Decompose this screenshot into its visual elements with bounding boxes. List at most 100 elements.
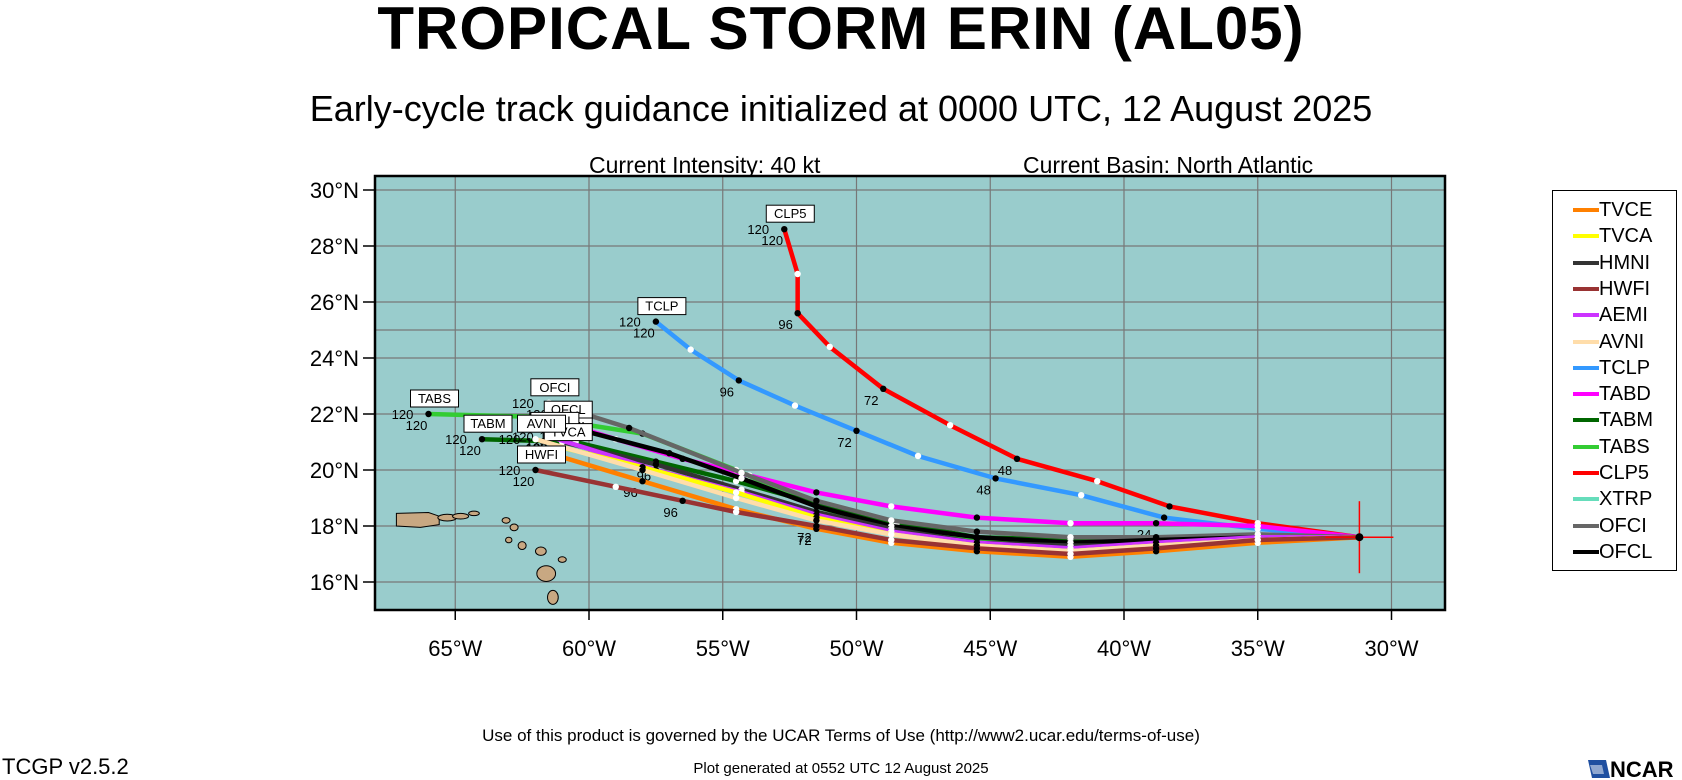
forecast-point <box>813 522 820 530</box>
storm-center-dot <box>1355 533 1364 542</box>
legend-item-clp5: CLP5 <box>1553 460 1678 486</box>
track-end-label: HWFI <box>525 447 558 462</box>
track-end-label: OFCI <box>539 380 570 395</box>
storm-position-marker <box>1325 501 1394 574</box>
caribbean-island <box>501 517 511 524</box>
longitude-axis-labels: 65°W 60°W 55°W 50°W 45°W 40°W 35°W 30°W <box>428 610 1419 661</box>
caribbean-island <box>468 510 480 517</box>
track-end-label: CLP5 <box>774 206 807 221</box>
legend-swatch <box>1573 339 1599 344</box>
latitude-tick-label: 30°N <box>310 178 359 203</box>
legend-swatch <box>1573 286 1599 291</box>
forecast-point <box>914 452 922 460</box>
track-end-hour: 120 <box>747 222 769 237</box>
forecast-point <box>853 427 860 434</box>
current-intensity: Current Intensity: 40 kt <box>589 152 821 178</box>
track-end-hour: 120 <box>512 429 534 444</box>
track-end-label-box <box>517 445 566 464</box>
forecast-hour-label: 120 <box>513 474 535 489</box>
legend-label: TABD <box>1599 383 1651 406</box>
forecast-point <box>735 377 742 384</box>
forecast-point <box>781 226 788 233</box>
forecast-hour-label: 48 <box>998 463 1012 478</box>
track-clp5: 48 72 96 120 CLP5 120 <box>747 204 1362 540</box>
track-end-hour: 120 <box>499 432 521 447</box>
forecast-point <box>687 346 694 353</box>
longitude-tick-label: 65°W <box>428 636 482 661</box>
ncar-logo-text: NCAR <box>1610 757 1674 780</box>
forecast-hour-label: 120 <box>761 233 783 248</box>
legend-swatch <box>1573 523 1599 528</box>
forecast-hour-label: 72 <box>864 393 878 408</box>
track-end-hour: 120 <box>512 396 534 411</box>
forecast-point <box>973 528 981 535</box>
legend-swatch <box>1573 418 1599 423</box>
legend-swatch <box>1573 208 1599 212</box>
legend-item-aemi: AEMI <box>1553 302 1678 328</box>
forecast-point <box>888 517 895 524</box>
legend-label: TVCE <box>1599 199 1653 221</box>
legend-label: TCLP <box>1599 356 1651 379</box>
legend-swatch <box>1573 365 1599 370</box>
latitude-tick-label: 20°N <box>310 458 359 483</box>
forecast-point <box>1166 503 1173 510</box>
longitude-tick-label: 30°W <box>1364 636 1418 661</box>
model-tracks: 487296120CLP5120487296120TCLP12024120TAB… <box>392 204 1362 560</box>
forecast-point <box>639 478 646 485</box>
legend-label: HWFI <box>1599 277 1651 300</box>
legend-item-tvce: TVCE <box>1553 197 1678 223</box>
forecast-point <box>732 494 740 502</box>
forecast-point <box>532 466 539 474</box>
current-basin: Current Basin: North Atlantic <box>1023 152 1314 178</box>
forecast-hour-label: 72 <box>797 530 811 545</box>
track-end-label-box <box>517 414 566 433</box>
forecast-point <box>888 503 895 510</box>
legend-item-hwfi: HWFI <box>1553 276 1678 302</box>
legend-label: TABM <box>1599 409 1654 432</box>
forecast-point <box>946 422 954 429</box>
caribbean-island <box>517 541 527 551</box>
longitude-tick-label: 40°W <box>1097 636 1151 661</box>
legend-item-avni: AVNI <box>1553 329 1678 355</box>
terms-of-use-notice: Use of this product is governed by the U… <box>482 726 1200 745</box>
longitude-tick-label: 50°W <box>829 636 883 661</box>
caribbean-island <box>452 512 470 520</box>
longitude-tick-label: 55°W <box>696 636 750 661</box>
page-subtitle: Early-cycle track guidance initialized a… <box>309 88 1373 129</box>
caribbean-island <box>509 523 519 532</box>
legend-label: CLP5 <box>1599 462 1650 484</box>
forecast-point <box>888 531 895 538</box>
legend-item-tabm: TABM <box>1553 407 1678 433</box>
forecast-hour-label: 96 <box>720 384 734 399</box>
latitude-tick-label: 16°N <box>310 570 359 595</box>
forecast-point <box>1152 545 1160 552</box>
track-end-label-box <box>530 378 580 397</box>
legend-item-tclp: TCLP <box>1553 355 1678 381</box>
legend-item-tabd: TABD <box>1553 381 1678 407</box>
forecast-hour-label: 96 <box>778 317 792 332</box>
generated-timestamp: Plot generated at 0552 UTC 12 August 202… <box>693 760 989 777</box>
forecast-hour-label: 120 <box>459 443 481 458</box>
longitude-tick-label: 60°W <box>562 636 616 661</box>
track-map: 16°N 18°N 20°N 22°N 24°N 26°N 28°N 30°N 65°W 60°… <box>310 174 1447 661</box>
latitude-tick-label: 22°N <box>310 402 359 427</box>
forecast-point <box>639 466 646 474</box>
forecast-point <box>425 410 432 418</box>
forecast-point <box>791 402 799 409</box>
forecast-hour-label: 120 <box>633 326 655 341</box>
forecast-point <box>813 489 820 496</box>
legend-label: HMNI <box>1599 251 1651 274</box>
track-end-label-box <box>637 297 687 316</box>
forecast-point <box>666 450 673 457</box>
legend-swatch <box>1573 313 1599 318</box>
track-end-label-box <box>463 414 513 433</box>
track-end-label-box <box>410 389 459 408</box>
track-end-hour: 120 <box>392 407 414 422</box>
forecast-point <box>1067 520 1074 527</box>
forecast-point <box>732 478 740 485</box>
legend-item-tvca: TVCA <box>1553 223 1678 249</box>
track-end-label: TABS <box>418 391 451 406</box>
legend-label: AEMI <box>1599 304 1648 327</box>
forecast-point <box>1078 492 1085 499</box>
legend-swatch <box>1573 234 1599 239</box>
